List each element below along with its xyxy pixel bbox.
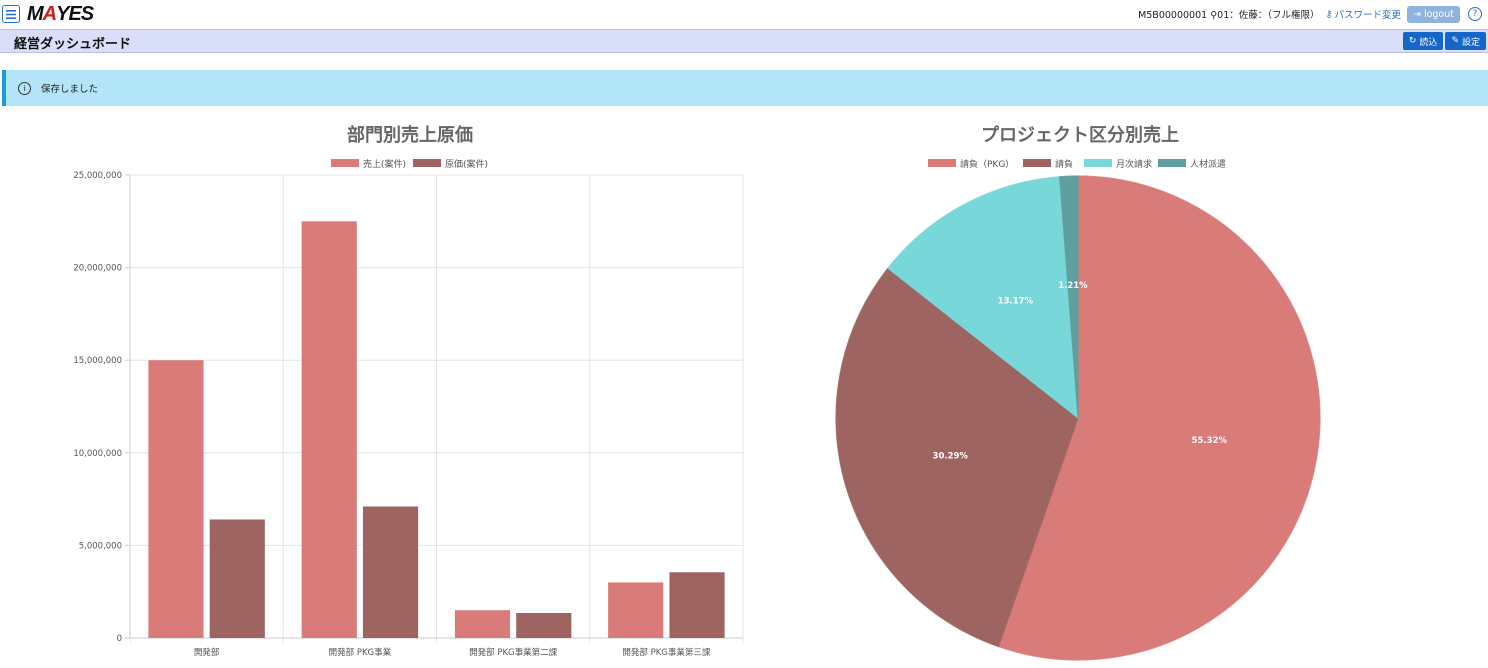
legend-label-0: 請負（PKG） [960,158,1014,170]
refresh-icon: ↻ [1408,36,1417,46]
pie-slice-label: 30.29% [933,451,969,461]
user-info: M5B00000001 ⚲01：佐藤：（フル権限） [1138,10,1320,21]
bar-cost [669,572,725,638]
y-tick-label: 5,000,000 [79,541,122,551]
x-tick-label: 開発部 PKG事業第二課 [469,647,557,658]
bar-chart: 売上(案件) 原価(案件) 25,000,000 20,000,000 15,000,0… [73,158,744,658]
save-success-alert: i 保存しました [2,70,1488,106]
bar-cost [209,519,265,638]
x-tick-label: 開発部 [194,647,220,658]
key-icon: ⚷ [1325,8,1333,20]
legend-swatch-3 [1158,159,1186,167]
info-icon: i [18,81,31,95]
pie-slice-label: 1.21% [1058,281,1088,291]
logout-button[interactable]: ⇥ logout [1406,5,1460,23]
bar-sales [608,582,664,638]
settings-label: 設定 [1461,37,1480,48]
bar-chart-title: 部門別売上原価 [347,125,473,146]
pie-chart: 請負（PKG） 請負 月次請求 人材派遣 55.32% 30.29% 13.17% 1.21% [835,158,1321,661]
y-tick-label: 0 [117,634,122,644]
bar-sales [301,221,357,639]
legend-swatch-0 [331,159,359,167]
pie-slice-label: 55.32% [1192,436,1228,446]
pie-slice [1058,175,1079,419]
alert-message: 保存しました [41,84,99,95]
reload-button[interactable]: ↻ 読込 [1402,32,1444,50]
bar-sales [148,360,204,638]
pencil-icon: ✎ [1451,36,1459,46]
hamburger-menu-icon[interactable] [2,5,20,23]
pie-slice [887,176,1079,420]
bar-cost [362,506,419,638]
pie-chart-title: プロジェクト区分別売上 [981,125,1179,146]
legend-label-3: 人材派遣 [1190,158,1226,170]
legend-label-0: 売上(案件) [363,158,406,170]
settings-button[interactable]: ✎ 設定 [1445,32,1486,50]
x-tick-label: 開発部 PKG事業 [329,647,392,658]
y-tick-label: 20,000,000 [73,264,122,274]
logout-label: logout [1423,8,1454,20]
pie-slice [997,175,1321,661]
pie-slice-label: 13.17% [998,297,1034,307]
logout-icon: ⇥ [1412,8,1421,20]
y-tick-label: 10,000,000 [73,449,122,459]
legend-swatch-0 [928,159,956,167]
legend-label-1: 原価(案件) [445,158,488,170]
legend-swatch-1 [1023,159,1051,167]
x-tick-label: 開発部 PKG事業第三課 [622,647,710,658]
top-bar: M A YES M5B00000001 ⚲01：佐藤：（フル権限） ⚷ パスワード変… [0,0,1488,28]
bar-sales [454,610,511,638]
page-title: 経営ダッシュボード [14,37,132,52]
pie-slice [835,267,1079,648]
legend-swatch-2 [1084,159,1112,167]
help-icon[interactable]: ? [1468,7,1482,21]
legend-swatch-1 [413,159,441,167]
legend-label-1: 請負 [1055,158,1073,170]
y-tick-label: 15,000,000 [73,356,122,366]
reload-label: 読込 [1419,37,1438,48]
password-change-label: パスワード変更 [1334,10,1401,21]
page-title-bar: 経営ダッシュボード ↻ 読込 ✎ 設定 [0,29,1488,53]
password-change-link[interactable]: ⚷ パスワード変更 [1325,7,1401,22]
legend-label-2: 月次請求 [1116,158,1152,170]
y-tick-label: 25,000,000 [73,171,122,181]
bar-cost [516,612,572,638]
app-logo: M A YES [27,2,94,25]
